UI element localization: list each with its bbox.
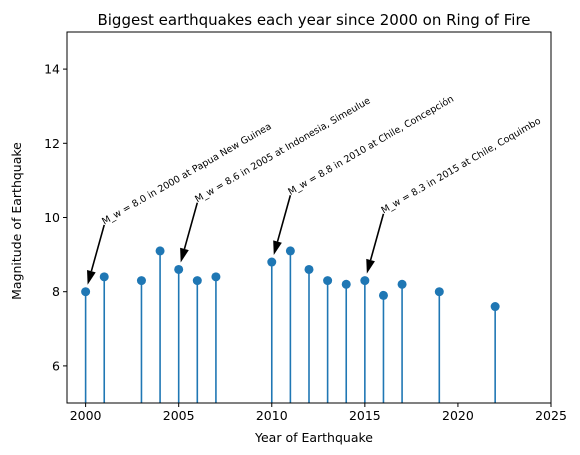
y-tick-label: 14 (44, 62, 60, 77)
y-tick-label: 12 (44, 136, 60, 151)
x-tick-label: 2025 (535, 408, 567, 423)
x-tick-label: 2005 (163, 408, 195, 423)
y-tick-label: 6 (52, 358, 60, 373)
stem-marker (323, 276, 333, 286)
annotation-arrowhead (87, 270, 96, 285)
stem-marker (174, 264, 184, 274)
x-axis-label: Year of Earthquake (254, 430, 373, 445)
annotation-arrowhead (273, 240, 282, 256)
annotation-arrow (276, 195, 292, 242)
stem-marker (434, 287, 444, 297)
annotation-arrow (183, 202, 199, 250)
annotation-arrowhead (366, 258, 375, 274)
stem-marker (397, 279, 407, 289)
stem-marker (360, 276, 370, 286)
stem-marker (81, 287, 91, 297)
stem-marker (267, 257, 277, 267)
stem-marker (341, 279, 351, 289)
x-tick-label: 2015 (349, 408, 381, 423)
stem-marker (99, 272, 109, 282)
annotation-arrow (369, 213, 385, 261)
stem-marker (285, 246, 295, 256)
stem-marker (136, 276, 146, 286)
annotation-arrowhead (180, 247, 189, 263)
annotation-arrow (90, 224, 106, 272)
stem-marker (211, 272, 221, 282)
axes-frame (66, 31, 552, 404)
x-tick-label: 2000 (70, 408, 102, 423)
stem-marker (490, 302, 500, 312)
stem-marker (304, 264, 314, 274)
y-tick-label: 8 (52, 284, 60, 299)
stem-marker (378, 290, 388, 300)
y-tick-label: 10 (44, 210, 60, 225)
stem-marker (155, 246, 165, 256)
stem-marker (192, 276, 202, 286)
x-tick-label: 2020 (442, 408, 474, 423)
chart-title: Biggest earthquakes each year since 2000… (97, 11, 530, 29)
y-axis-label: Magnitude of Earthquake (9, 142, 24, 300)
x-tick-label: 2010 (256, 408, 288, 423)
